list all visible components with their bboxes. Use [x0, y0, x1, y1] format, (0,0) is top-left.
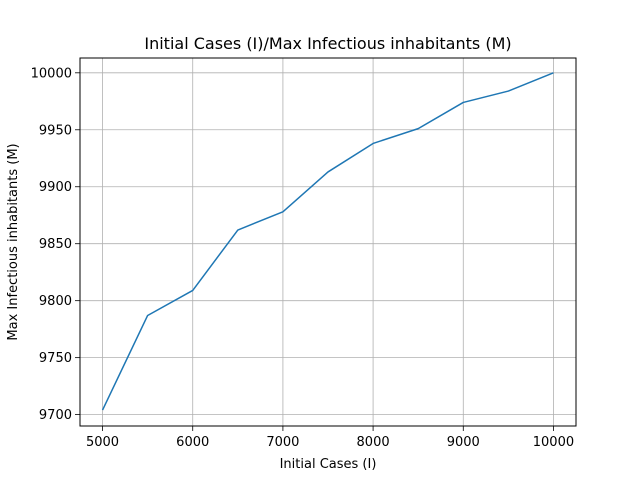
grid — [80, 58, 576, 426]
series-layer — [101, 72, 554, 411]
y-tick-label: 9800 — [39, 294, 72, 309]
x-tick-label: 9000 — [447, 435, 480, 450]
x-tick-label: 5000 — [86, 435, 119, 450]
plot-frame — [79, 57, 577, 427]
x-tick-label: 6000 — [176, 435, 209, 450]
ticks: 5000 6000 7000 8000 9000 10000 9700 9750 9800 985… — [31, 66, 574, 450]
y-tick-label: 9900 — [39, 180, 72, 195]
x-tick-label: 10000 — [533, 435, 574, 450]
y-tick-label: 9850 — [39, 237, 72, 252]
y-tick-label: 9700 — [39, 408, 72, 423]
x-tick-label: 8000 — [357, 435, 390, 450]
x-tick-label: 7000 — [266, 435, 299, 450]
chart-title: Initial Cases (I)/Max Infectious inhabit… — [144, 34, 511, 53]
x-axis-label: Initial Cases (I) — [280, 457, 377, 472]
y-axis-label: Max Infectious inhabitants (M) — [6, 143, 21, 340]
y-tick-label: 10000 — [31, 66, 72, 81]
series-line — [101, 72, 554, 411]
y-tick-label: 9950 — [39, 123, 72, 138]
y-tick-label: 9750 — [39, 351, 72, 366]
